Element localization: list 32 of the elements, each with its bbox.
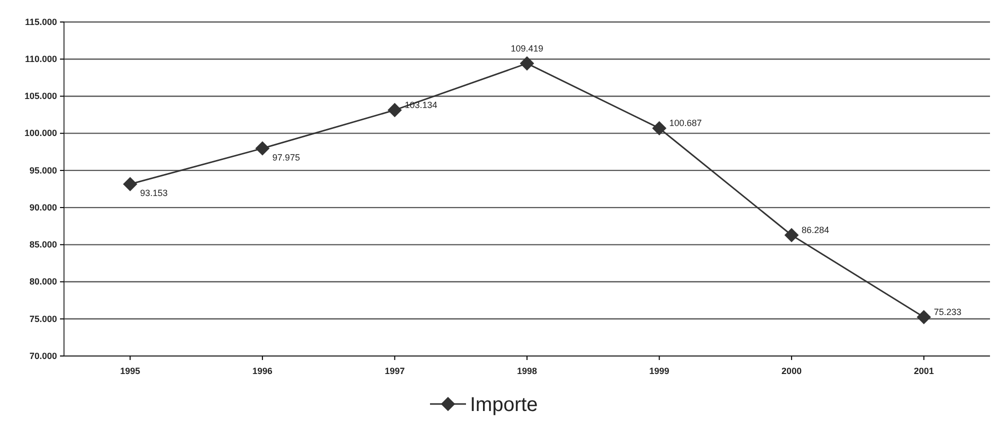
y-tick-label: 115.000 (24, 16, 57, 27)
point (652, 121, 666, 136)
x-tick-label: 2001 (914, 366, 934, 376)
y-tick-label: 90.000 (29, 202, 57, 212)
y-tick-label: 75.000 (29, 314, 57, 324)
x-tick-label: 2000 (782, 366, 802, 376)
data-label: 100.687 (669, 118, 702, 128)
point (784, 228, 799, 242)
legend-label: Importe (470, 394, 538, 416)
y-tick-label: 80.000 (29, 276, 57, 287)
point (916, 310, 931, 324)
point (123, 177, 138, 192)
x-tick-label: 1998 (516, 366, 538, 376)
point (255, 141, 270, 156)
x-tick-label: 1999 (649, 366, 670, 376)
y-tick-label: 105.000 (24, 91, 57, 102)
data-label: 97.975 (272, 152, 300, 162)
y-tick-label: 100.000 (24, 128, 57, 138)
point (520, 56, 534, 71)
data-label: 109.419 (510, 43, 544, 54)
y-tick-label: 70.000 (29, 350, 57, 361)
x-tick-label: 1997 (384, 366, 405, 376)
y-tick-label: 95.000 (29, 165, 57, 176)
data-label: 93.153 (140, 188, 168, 198)
data-label: 75.233 (934, 307, 962, 318)
x-tick-label: 1996 (252, 366, 272, 376)
data-label: 103.134 (404, 100, 438, 110)
y-tick-label: 110.000 (24, 54, 57, 64)
point (388, 102, 402, 118)
data-label: 86.284 (802, 225, 830, 236)
y-tick-label: 85.000 (29, 240, 57, 250)
x-tick-label: 1995 (120, 366, 140, 376)
